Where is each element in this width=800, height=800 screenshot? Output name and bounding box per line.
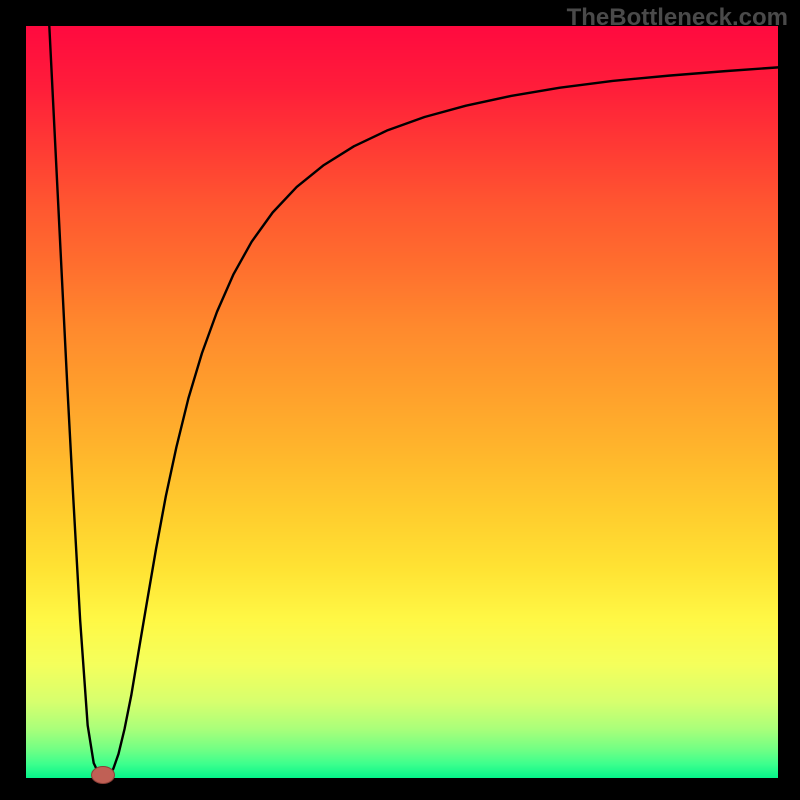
plot-area xyxy=(26,26,778,778)
bottleneck-chart: TheBottleneck.com xyxy=(0,0,800,800)
watermark-text: TheBottleneck.com xyxy=(567,4,788,32)
optimal-point-marker xyxy=(91,766,115,784)
bottleneck-curve xyxy=(26,26,778,778)
